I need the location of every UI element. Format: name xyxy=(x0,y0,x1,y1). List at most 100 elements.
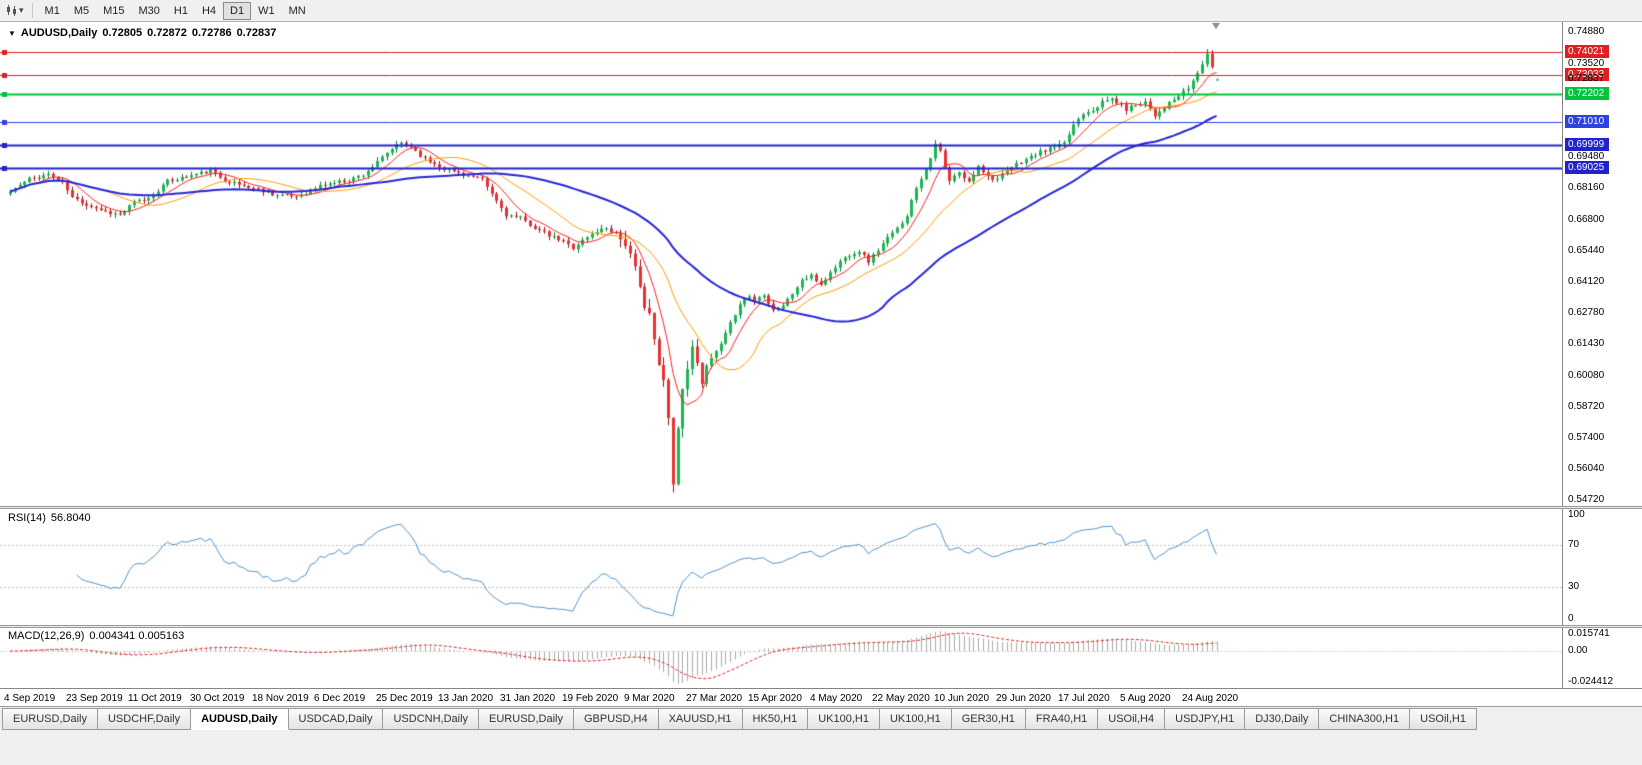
price-axis-label: 0.64120 xyxy=(1568,275,1605,287)
date-axis-label: 29 Jun 2020 xyxy=(995,693,1051,704)
timeframe-button-m30[interactable]: M30 xyxy=(138,4,160,17)
timeframe-button-m5[interactable]: M5 xyxy=(73,4,90,17)
chart-open-value: 0.72805 xyxy=(102,27,143,39)
symbol-tabbar: EURUSD,Daily USDCHF,Daily AUDUSD,Daily USDC… xyxy=(0,706,1642,765)
symbol-tab-usdcnh-daily[interactable]: USDCNH,Daily xyxy=(383,708,480,730)
pane-separator[interactable] xyxy=(0,625,1642,628)
date-axis-label: 30 Oct 2019 xyxy=(189,693,245,704)
date-axis-label: 27 Mar 2020 xyxy=(685,693,743,704)
chart-close-value: 0.72837 xyxy=(236,27,277,39)
date-axis-label: 19 Feb 2020 xyxy=(561,693,619,704)
symbol-tab-xauusd-h1[interactable]: XAUUSD,H1 xyxy=(658,708,743,730)
price-level-badge: 0.74021 xyxy=(1565,44,1609,58)
price-axis-label: 0.58720 xyxy=(1568,401,1605,413)
date-axis[interactable]: 4 Sep 2019 23 Sep 2019 11 Oct 2019 30 Oct 2… xyxy=(0,688,1642,706)
date-axis-label: 15 Apr 2020 xyxy=(747,693,802,704)
date-axis-label: 11 Oct 2019 xyxy=(127,693,182,704)
date-axis-label: 4 Sep 2019 xyxy=(4,693,56,704)
symbol-tab-usoil-h1[interactable]: USOil,H1 xyxy=(1410,708,1477,730)
price-level-badge: 0.72202 xyxy=(1565,87,1609,101)
macd-label: MACD(12,26,9) 0.004341 0.005163 xyxy=(8,630,184,642)
macd-name: MACD(12,26,9) xyxy=(8,630,85,642)
date-axis-label: 22 May 2020 xyxy=(871,693,930,704)
date-axis-label: 6 Dec 2019 xyxy=(313,693,366,704)
timeframe-button-d1[interactable]: D1 xyxy=(223,1,252,20)
rsi-axis-label: 100 xyxy=(1568,509,1585,520)
timeframe-button-m1[interactable]: M1 xyxy=(44,4,60,17)
price-level-badge: 0.69025 xyxy=(1565,160,1609,174)
price-axis-label: 0.57400 xyxy=(1568,431,1605,443)
chart-high-value: 0.72872 xyxy=(147,27,187,39)
chart-symbol-label: AUDUSD,Daily xyxy=(20,27,98,39)
price-axis-label: 0.61430 xyxy=(1568,338,1605,350)
symbol-tab-eurusd-daily[interactable]: EURUSD,Daily xyxy=(2,708,98,730)
rsi-canvas[interactable] xyxy=(0,509,1562,625)
price-level-badge: 0.73033 xyxy=(1565,67,1609,81)
timeframe-button-h4[interactable]: H4 xyxy=(201,4,217,17)
symbol-tab-dj30-daily[interactable]: DJ30,Daily xyxy=(1245,708,1320,730)
date-axis-label: 13 Jan 2020 xyxy=(437,693,494,704)
timeframe-button-m15[interactable]: M15 xyxy=(103,4,125,17)
price-level-badge: 0.71010 xyxy=(1565,114,1609,128)
toolbar: ▾ M1 M5 M15 M30 H1 H4 D1 W1 MN xyxy=(0,0,1642,22)
symbol-tab-uk100-h1[interactable]: UK100,H1 xyxy=(879,708,952,730)
current-price-label: 0.72837 xyxy=(1568,73,1605,85)
price-axis-label: 0.66800 xyxy=(1568,213,1605,225)
rsi-value: 56.8040 xyxy=(50,512,91,524)
symbol-tab-usdjpy-h1[interactable]: USDJPY,H1 xyxy=(1165,708,1246,730)
macd-axis-label: 0.015741 xyxy=(1568,628,1610,639)
symbol-tab-audusd-daily[interactable]: AUDUSD,Daily xyxy=(191,708,289,730)
price-axis-label: 0.54720 xyxy=(1568,493,1605,505)
price-axis-label: 0.74880 xyxy=(1568,26,1605,37)
symbol-tab-hk50-h1[interactable]: HK50,H1 xyxy=(742,708,809,730)
price-axis-label: 0.56040 xyxy=(1568,463,1605,475)
chart-title: ▼ AUDUSD,Daily 0.72805 0.72872 0.72786 0… xyxy=(8,27,276,39)
date-axis-label: 9 Mar 2020 xyxy=(623,693,675,704)
symbol-tab-usdchf-daily[interactable]: USDCHF,Daily xyxy=(97,708,192,730)
symbol-tab-usdcad-daily[interactable]: USDCAD,Daily xyxy=(288,708,384,730)
symbol-tab-ger30-h1[interactable]: GER30,H1 xyxy=(951,708,1026,730)
date-axis-label: 31 Jan 2020 xyxy=(499,693,556,704)
chart-shift-marker[interactable] xyxy=(1212,23,1220,29)
symbol-tab-usoil-h4[interactable]: USOil,H4 xyxy=(1098,708,1166,730)
symbol-tab-gbpusd-h4[interactable]: GBPUSD,H4 xyxy=(574,708,659,730)
date-axis-label: 25 Dec 2019 xyxy=(375,693,433,704)
timeframe-buttons: M1 M5 M15 M30 H1 H4 D1 W1 MN xyxy=(38,1,313,20)
rsi-axis[interactable]: 100 70 30 0 xyxy=(1562,509,1642,625)
timeframe-button-w1[interactable]: W1 xyxy=(258,4,275,17)
macd-axis-label: 0.00 xyxy=(1568,645,1588,657)
macd-canvas[interactable] xyxy=(0,628,1562,688)
symbol-tab-uk100-h1[interactable]: UK100,H1 xyxy=(808,708,880,730)
symbol-tab-china300-h1[interactable]: CHINA300,H1 xyxy=(1319,708,1411,730)
rsi-axis-label: 70 xyxy=(1568,538,1580,550)
rsi-name: RSI(14) xyxy=(8,512,46,524)
rsi-axis-label: 0 xyxy=(1568,613,1574,624)
date-axis-label: 24 Aug 2020 xyxy=(1181,693,1239,704)
timeframe-button-mn[interactable]: MN xyxy=(288,4,306,17)
date-axis-label: 4 May 2020 xyxy=(809,693,863,704)
rsi-axis-label: 30 xyxy=(1568,581,1580,593)
chart-low-value: 0.72786 xyxy=(191,27,232,39)
symbol-tab-fra40-h1[interactable]: FRA40,H1 xyxy=(1025,708,1099,730)
symbol-tab-eurusd-daily[interactable]: EURUSD,Daily xyxy=(479,708,574,730)
chart-type-candlestick-icon[interactable] xyxy=(5,4,18,17)
date-axis-label: 10 Jun 2020 xyxy=(933,693,990,704)
date-axis-label: 18 Nov 2019 xyxy=(251,693,309,704)
date-axis-label: 5 Aug 2020 xyxy=(1119,693,1171,704)
chart-menu-arrow[interactable]: ▼ xyxy=(8,28,16,38)
macd-axis[interactable]: 0.015741 0.00 -0.024412 xyxy=(1562,628,1642,688)
timeframe-button-h1[interactable]: H1 xyxy=(173,4,188,17)
price-axis-label: 0.62780 xyxy=(1568,306,1605,318)
price-axis-label: 0.60080 xyxy=(1568,369,1605,381)
main-price-axis[interactable]: 0.74880 0.73520 0.69480 0.68160 0.66800 0.654… xyxy=(1562,22,1642,506)
pane-separator[interactable] xyxy=(0,506,1642,509)
toolbar-separator xyxy=(31,3,33,18)
chart-type-dropdown-caret[interactable]: ▾ xyxy=(19,5,24,15)
macd-values: 0.004341 0.005163 xyxy=(89,630,185,642)
macd-axis-label: -0.024412 xyxy=(1568,676,1614,687)
rsi-label: RSI(14) 56.8040 xyxy=(8,512,91,524)
price-axis-label: 0.65440 xyxy=(1568,245,1605,257)
price-axis-label: 0.69480 xyxy=(1568,151,1605,163)
date-axis-label: 17 Jul 2020 xyxy=(1057,693,1110,704)
main-chart-canvas[interactable] xyxy=(0,22,1562,506)
